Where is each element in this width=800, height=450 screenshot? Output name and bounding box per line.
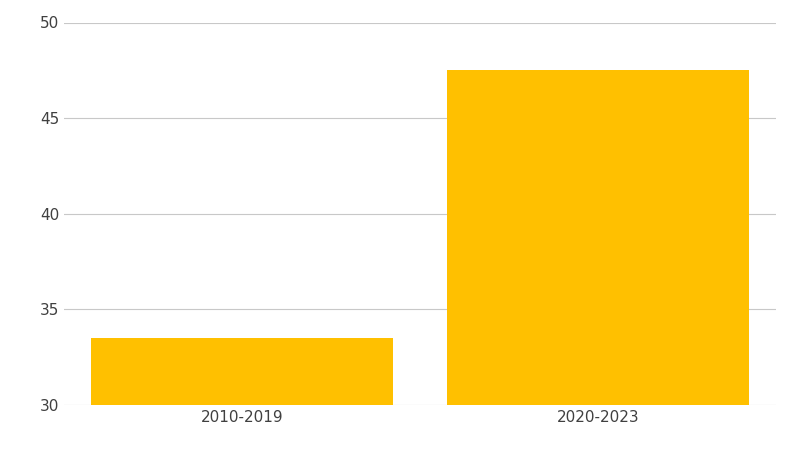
Bar [90, 338, 394, 405]
Bar [446, 70, 750, 405]
